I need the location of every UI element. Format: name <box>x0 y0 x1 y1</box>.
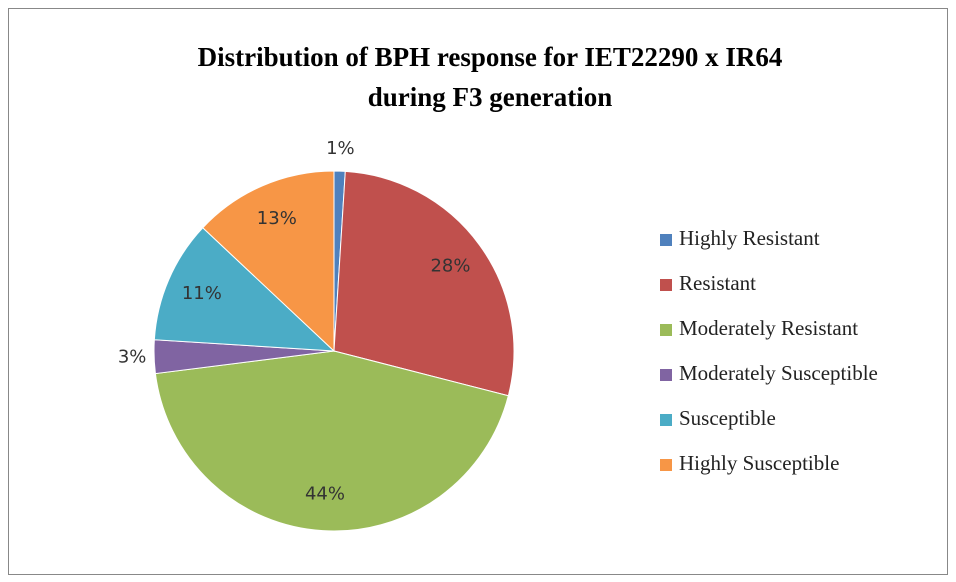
slice-label: 11% <box>182 283 222 304</box>
slice-label: 13% <box>257 208 297 229</box>
slice-label: 1% <box>326 138 355 159</box>
legend-swatch <box>660 414 672 426</box>
pie-slice <box>153 227 336 352</box>
pie-slice <box>154 350 509 532</box>
legend-swatch <box>660 369 672 381</box>
legend-swatch <box>660 279 672 291</box>
pie-slice <box>202 170 335 353</box>
chart-title: Distribution of BPH response for IET2229… <box>198 42 783 72</box>
legend-label: Highly Resistant <box>679 226 820 250</box>
slice-label: 3% <box>118 346 147 367</box>
pie-slice <box>333 170 515 397</box>
legend-label: Moderately Susceptible <box>679 361 878 385</box>
legend-label: Highly Susceptible <box>679 451 839 475</box>
slice-label: 28% <box>430 255 470 276</box>
slice-label: 44% <box>305 484 345 505</box>
legend-swatch <box>660 459 672 471</box>
legend-label: Moderately Resistant <box>679 316 858 340</box>
legend-swatch <box>660 324 672 336</box>
legend-label: Susceptible <box>679 406 776 430</box>
legend-label: Resistant <box>679 271 756 295</box>
chart-subtitle: during F3 generation <box>368 82 613 112</box>
legend-swatch <box>660 234 672 246</box>
